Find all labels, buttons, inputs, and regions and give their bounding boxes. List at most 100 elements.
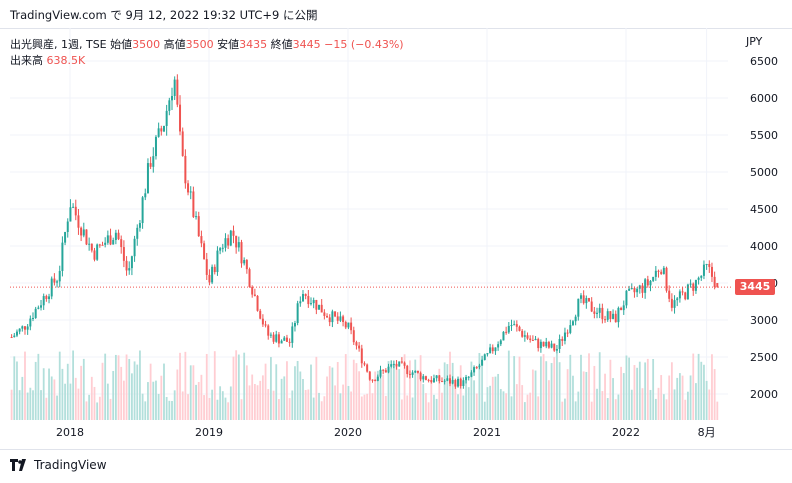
candle-body [216, 250, 219, 273]
volume-bar [652, 359, 655, 420]
candle-body [483, 354, 486, 360]
volume-bar [131, 373, 133, 420]
candle-body [465, 376, 468, 381]
volume-bar [379, 376, 382, 420]
candle-body [293, 323, 296, 327]
volume-bar [331, 367, 334, 420]
tradingview-logo-icon [10, 459, 26, 471]
volume-bar [336, 362, 339, 420]
candle-body [283, 337, 286, 341]
price-chart[interactable]: 2000 2500 3000 3500 4000 4500 5000 5500 6000 6500… [0, 28, 792, 450]
candle-body [285, 337, 288, 342]
candle-body [620, 307, 623, 311]
volume-bar [157, 393, 160, 420]
candle-body [15, 331, 18, 336]
candle-body [684, 292, 687, 300]
volume-bar [192, 365, 195, 420]
candle-body [604, 319, 607, 321]
candle-body [98, 244, 101, 246]
candle-body [507, 325, 510, 333]
volume-bar [243, 352, 246, 420]
y-tick-label: 3000 [750, 314, 778, 327]
volume-label: 出来高 [10, 54, 43, 67]
volume-bar [149, 363, 152, 420]
volume-value: 638.5K [46, 54, 86, 67]
volume-bar [363, 394, 366, 420]
candle-body [184, 155, 187, 184]
candle-body [144, 193, 147, 198]
volume-bar [32, 390, 34, 420]
candle-body [331, 311, 334, 323]
volume-bar [355, 363, 358, 420]
volume-bar [232, 356, 235, 420]
volume-bar [483, 401, 486, 420]
volume-bar [229, 386, 232, 420]
volume-bar [240, 399, 243, 420]
volume-bar [633, 365, 636, 420]
volume-bar [261, 375, 264, 420]
x-tick-label: 2018 [56, 426, 84, 439]
volume-bar [216, 399, 219, 420]
candle-body [654, 270, 657, 277]
candle-body [561, 338, 564, 341]
volume-bar [695, 383, 697, 420]
volume-bar [577, 391, 580, 420]
open-value: 3500 [132, 38, 161, 51]
volume-bar [526, 394, 529, 420]
candle-body [628, 288, 631, 291]
candle-body [462, 380, 465, 387]
volume-bar [245, 365, 248, 420]
volume-bar [299, 371, 302, 420]
candle-body [160, 128, 163, 132]
volume-bar [384, 395, 387, 420]
candle-body [310, 303, 313, 305]
candle-body [510, 325, 513, 327]
candle-body [334, 311, 337, 317]
candle-body [197, 216, 200, 237]
candle-body [291, 326, 294, 343]
candle-body [358, 345, 361, 349]
candle-body [350, 322, 353, 331]
candle-body [577, 298, 580, 317]
volume-bar [147, 382, 149, 420]
candle-body [29, 318, 32, 327]
candle-body [676, 298, 679, 301]
volume-bar [657, 387, 660, 420]
candle-body [566, 332, 569, 334]
candle-body [585, 298, 588, 304]
volume-bar [585, 371, 588, 420]
volume-bar [50, 376, 53, 420]
candle-body [128, 268, 131, 271]
volume-bar [489, 385, 492, 420]
candle-body [82, 229, 85, 236]
candle-body [457, 378, 460, 387]
volume-bar [358, 371, 361, 420]
candle-body [681, 291, 684, 293]
footer: TradingView [0, 451, 792, 483]
volume-bar [339, 393, 342, 420]
candle-body [323, 312, 326, 316]
volume-bar [531, 369, 534, 420]
brand[interactable]: TradingView [10, 458, 107, 472]
volume-bar [473, 380, 475, 420]
volume-bar [676, 377, 679, 420]
candle-body [438, 375, 441, 382]
volume-bar [390, 367, 393, 420]
candle-body [187, 183, 190, 193]
candle-body [85, 229, 88, 245]
volume-bar [435, 398, 438, 420]
volume-bar [371, 393, 374, 420]
volume-bar [334, 385, 336, 420]
volume-bar [548, 380, 550, 420]
candle-body [213, 266, 216, 273]
candle-body [596, 312, 599, 314]
volume-bar [16, 361, 18, 420]
candle-body [555, 348, 558, 351]
volume-bar [342, 384, 344, 420]
candle-body [224, 238, 227, 248]
candle-body [451, 380, 454, 384]
candle-body [473, 367, 476, 373]
y-tick-label: 2000 [750, 388, 778, 401]
volume-bar [85, 401, 88, 420]
candle-body [304, 293, 307, 297]
